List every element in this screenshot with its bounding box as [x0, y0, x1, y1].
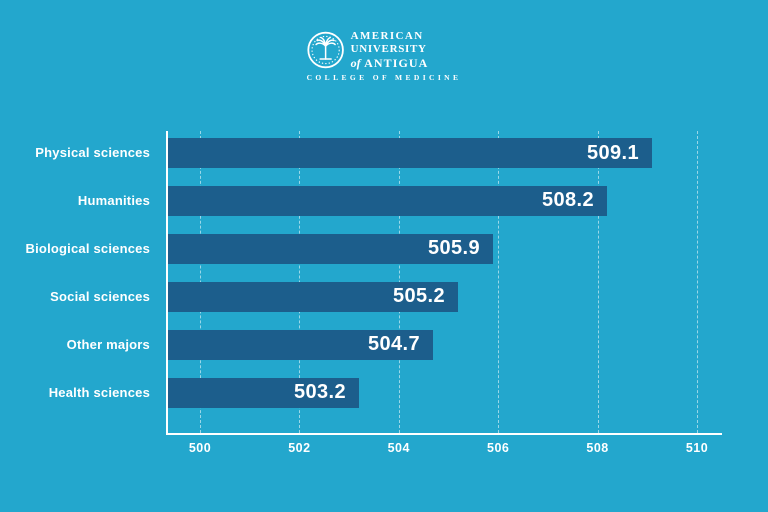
category-label: Physical sciences: [35, 145, 150, 160]
logo-line-university: UNIVERSITY: [350, 43, 427, 55]
x-axis-line: [166, 433, 722, 435]
logo-subtitle: COLLEGE OF MEDICINE: [306, 73, 462, 82]
category-label: Other majors: [66, 336, 150, 352]
logo-line-antigua: of ANTIGUA: [351, 57, 429, 69]
bar-value-label: 505.2: [392, 285, 445, 308]
logo-wordmark: AMERICAN UNIVERSITY of ANTIGUA: [350, 30, 429, 70]
bar-value-label: 509.1: [586, 141, 639, 164]
logo-of-text: of: [350, 56, 361, 70]
bar: 509.1: [168, 138, 652, 168]
category-label: Humanities: [77, 192, 150, 208]
bar: 508.2: [168, 185, 607, 216]
bar-value-label: 503.2: [293, 381, 346, 403]
gridline: [597, 131, 599, 433]
x-axis-tick-label: 500: [188, 441, 212, 455]
palm-tree-seal-icon: [307, 31, 344, 69]
x-axis-tick-label: 508: [586, 441, 609, 455]
category-label: Social sciences: [50, 288, 150, 304]
x-axis-tick-label: 504: [387, 441, 410, 455]
bar: 505.9: [168, 233, 493, 264]
bar-value-label: 505.9: [427, 237, 480, 260]
logo-top-row: AMERICAN UNIVERSITY of ANTIGUA: [307, 31, 462, 69]
bar-value-label: 508.2: [541, 189, 594, 212]
bar: 503.2: [168, 377, 359, 408]
gridline: [697, 131, 698, 433]
gridline: [498, 131, 500, 433]
logo-line-american: AMERICAN: [350, 30, 424, 42]
category-label: Health sciences: [48, 384, 150, 400]
x-axis-tick-label: 506: [487, 441, 510, 455]
x-axis-tick-label: 510: [685, 441, 709, 455]
bar: 505.2: [168, 281, 458, 312]
x-axis-tick-label: 502: [288, 441, 311, 455]
bar-value-label: 504.7: [367, 333, 420, 356]
logo-antigua-text: ANTIGUA: [364, 56, 429, 70]
y-axis-line: [166, 131, 168, 435]
bar: 504.7: [168, 329, 433, 360]
university-logo: AMERICAN UNIVERSITY of ANTIGUA COLLEGE O…: [306, 31, 462, 83]
category-label: Biological sciences: [25, 240, 150, 256]
